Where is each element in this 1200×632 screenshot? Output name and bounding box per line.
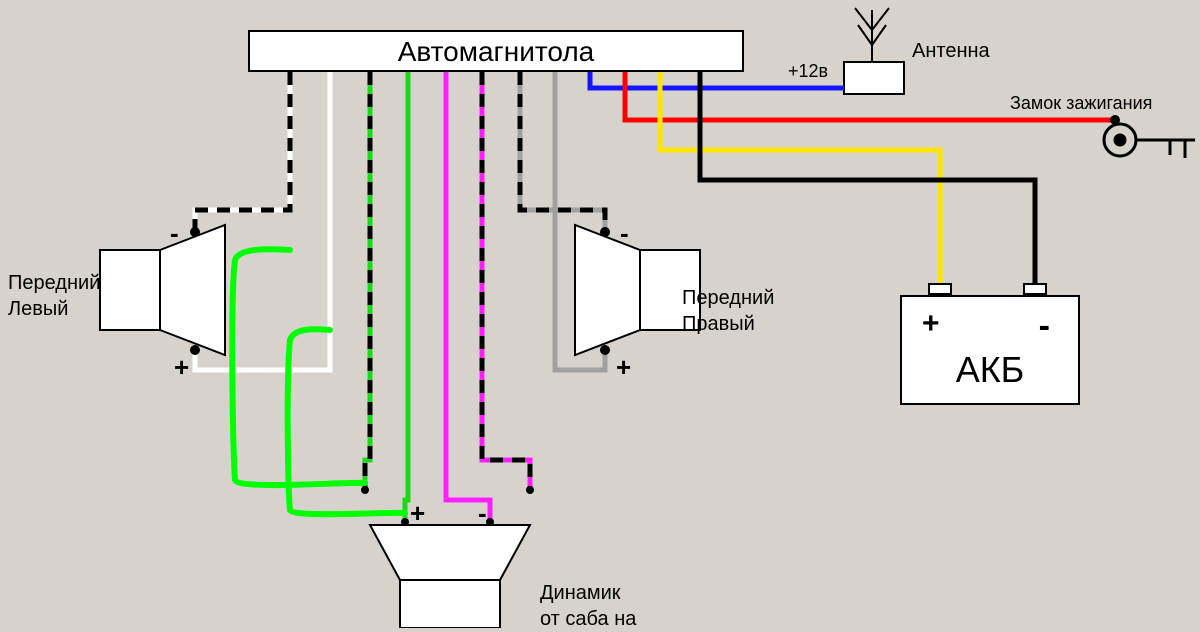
fr-minus-sign: - [620, 218, 629, 249]
fl-minus-sign: - [170, 218, 179, 249]
battery-minus: - [1039, 307, 1050, 346]
battery-label: АКБ [902, 349, 1078, 391]
plus12v-label: +12в [788, 60, 828, 83]
battery-plus: + [922, 307, 940, 341]
speaker-fr-label: ПереднийПравый [682, 285, 774, 337]
antenna-label: Антенна [912, 38, 990, 64]
battery-terminal-plus [928, 283, 952, 295]
wire-fl-plus [195, 72, 330, 370]
ignition-label: Замок зажигания [1010, 92, 1152, 115]
head-unit-label: Автомагнитола [398, 36, 595, 67]
battery-box: + - АКБ [900, 295, 1080, 405]
head-unit-box: Автомагнитола [248, 30, 744, 72]
sub-plus-sign: + [410, 498, 425, 529]
speaker-sub-icon [370, 525, 530, 628]
wire-batt-minus-black [700, 72, 1035, 295]
wire-rl-plus [405, 72, 408, 522]
speaker-fl-icon [100, 225, 225, 355]
ignition-key-icon [1104, 124, 1195, 158]
speaker-fl-label: ПереднийЛевый [8, 270, 100, 322]
antenna-box [844, 62, 904, 94]
speaker-sub-label: Динамикот саба на [540, 580, 636, 632]
wire-fr-minus [520, 72, 605, 232]
wire-batt-plus-yellow [660, 72, 940, 295]
fl-plus-sign: + [174, 352, 189, 383]
sub-minus-sign: - [478, 498, 487, 529]
wire-rr-plus [446, 72, 490, 522]
antenna-icon [855, 8, 889, 62]
wire-sub-outline-2 [288, 329, 405, 514]
wire-rl-minus [365, 72, 370, 490]
wire-sub-outline-1 [232, 249, 365, 485]
fr-plus-sign: + [616, 352, 631, 383]
wire-fr-plus [555, 72, 605, 370]
wire-fl-minus [195, 72, 290, 232]
wire-rr-minus [482, 72, 530, 490]
battery-terminal-minus [1023, 283, 1047, 295]
